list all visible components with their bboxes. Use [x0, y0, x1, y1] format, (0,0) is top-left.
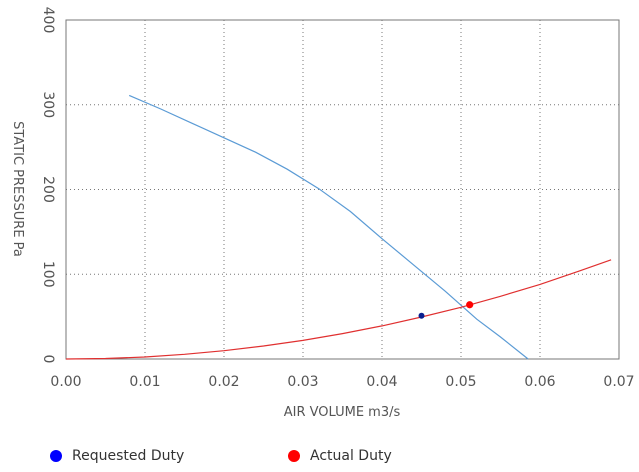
y-tick-label: 0 [40, 355, 56, 364]
x-tick-label: 0.02 [208, 374, 239, 390]
x-axis-label: AIR VOLUME m3/s [284, 405, 401, 420]
x-tick-label: 0.00 [50, 374, 81, 390]
x-tick-label: 0.05 [445, 374, 476, 390]
x-axis-ticks: 0.00 0.01 0.02 0.03 0.04 0.05 0.06 0.07 [50, 374, 634, 390]
y-tick-label: 300 [40, 91, 56, 118]
system-curve-line [65, 259, 612, 360]
legend-label-actual-duty: Actual Duty [310, 448, 392, 464]
y-tick-label: 400 [40, 7, 56, 34]
x-tick-label: 0.03 [287, 374, 318, 390]
y-tick-label: 100 [40, 261, 56, 288]
series-layer [65, 94, 612, 360]
actual-duty-swatch [288, 450, 300, 462]
chart: 0.00 0.01 0.02 0.03 0.04 0.05 0.06 0.07 0 100 200… [10, 7, 635, 420]
requested-duty-swatch [50, 450, 62, 462]
x-tick-label: 0.06 [524, 374, 555, 390]
fan-curve-line [128, 94, 529, 360]
x-tick-label: 0.01 [129, 374, 160, 390]
y-axis-ticks: 0 100 200 300 400 [40, 7, 56, 364]
plot-frame [65, 19, 620, 360]
y-axis-label: STATIC PRESSURE Pa [10, 121, 25, 257]
chart-grid [66, 20, 619, 359]
legend-item-actual-duty: Actual Duty [288, 448, 392, 464]
legend-label-requested-duty: Requested Duty [72, 448, 185, 464]
requested-duty-point [418, 312, 425, 319]
legend-item-requested-duty: Requested Duty [50, 448, 184, 464]
x-tick-label: 0.04 [366, 374, 397, 390]
x-tick-label: 0.07 [603, 374, 634, 390]
marker-layer [418, 301, 474, 319]
y-tick-label: 200 [40, 176, 56, 203]
legend: Requested Duty Actual Duty [0, 448, 639, 472]
actual-duty-point [466, 301, 474, 309]
